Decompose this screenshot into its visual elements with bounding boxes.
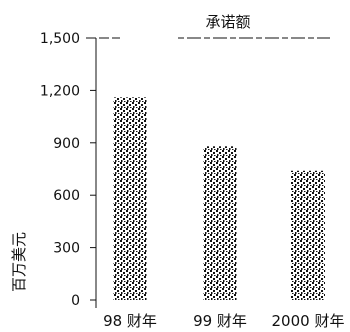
x-labels: 98 财年 99 财年 2000 财年 — [103, 312, 344, 330]
bars — [113, 97, 325, 301]
bar — [203, 146, 237, 300]
y-tick-label: 0 — [71, 293, 80, 309]
y-tick-label: 1,500 — [40, 31, 80, 47]
y-tick-label: 900 — [53, 136, 80, 152]
x-category-label: 98 财年 — [103, 312, 157, 330]
chart-title: 承诺额 — [205, 13, 250, 31]
bar — [291, 170, 325, 300]
y-tick-label: 600 — [53, 188, 80, 204]
x-category-label: 99 财年 — [193, 312, 247, 330]
y-tick-label: 1,200 — [40, 83, 80, 99]
y-ticks: 0 300 600 900 1,200 1,500 — [40, 31, 96, 309]
bar — [113, 97, 147, 301]
y-axis-label: 百万美元 — [10, 232, 28, 292]
y-tick-label: 300 — [53, 241, 80, 257]
x-category-label: 2000 财年 — [272, 312, 345, 330]
